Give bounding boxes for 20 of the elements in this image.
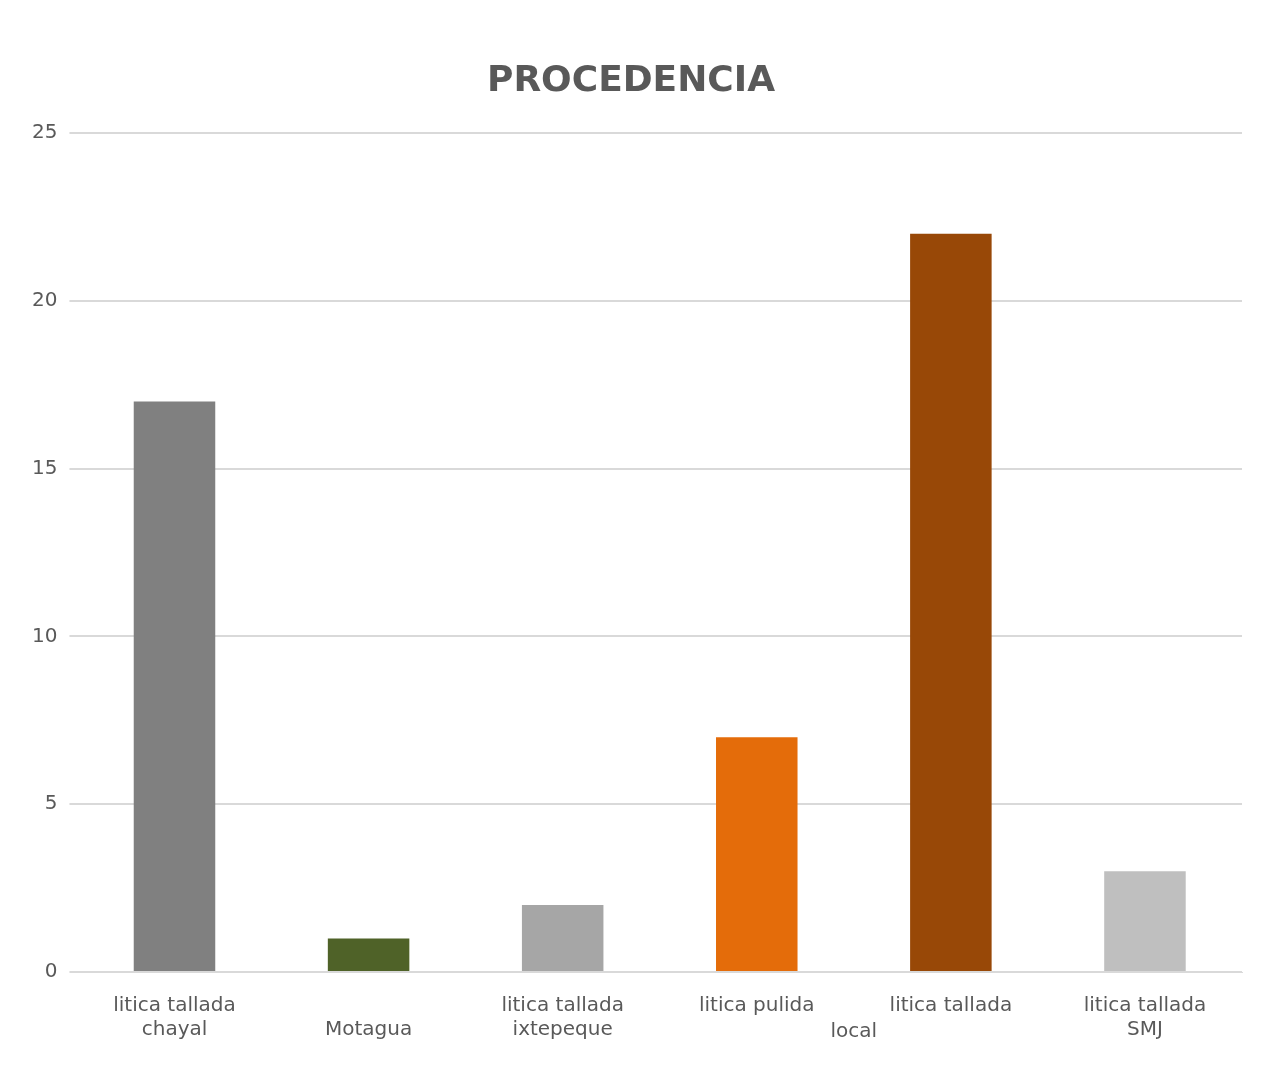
y-tick-label: 20 xyxy=(32,287,58,312)
text: local xyxy=(830,1018,878,1043)
x-tick-label: litica pulida xyxy=(698,992,815,1017)
chart-title: PROCEDENCIA xyxy=(487,57,776,99)
x-tick-label: litica tallada ixtepeque xyxy=(501,992,624,1041)
y-tick-label: 5 xyxy=(44,790,58,815)
bar xyxy=(910,233,992,971)
x-tick-label: litica tallada xyxy=(889,992,1013,1017)
x-tick-label: litica tallada chayal xyxy=(113,992,236,1041)
x-tick-label: litica tallada SMJ xyxy=(1083,992,1207,1041)
y-tick-label: 10 xyxy=(32,622,58,647)
y-tick-label: 15 xyxy=(32,454,58,479)
bar xyxy=(716,737,798,971)
bar xyxy=(133,401,216,971)
bar xyxy=(1104,871,1186,971)
x-tick-label: Motagua xyxy=(324,1016,413,1041)
bar xyxy=(521,904,604,971)
y-tick-label: 0 xyxy=(44,958,58,983)
y-tick-label: 25 xyxy=(32,119,58,144)
bar xyxy=(327,938,410,971)
